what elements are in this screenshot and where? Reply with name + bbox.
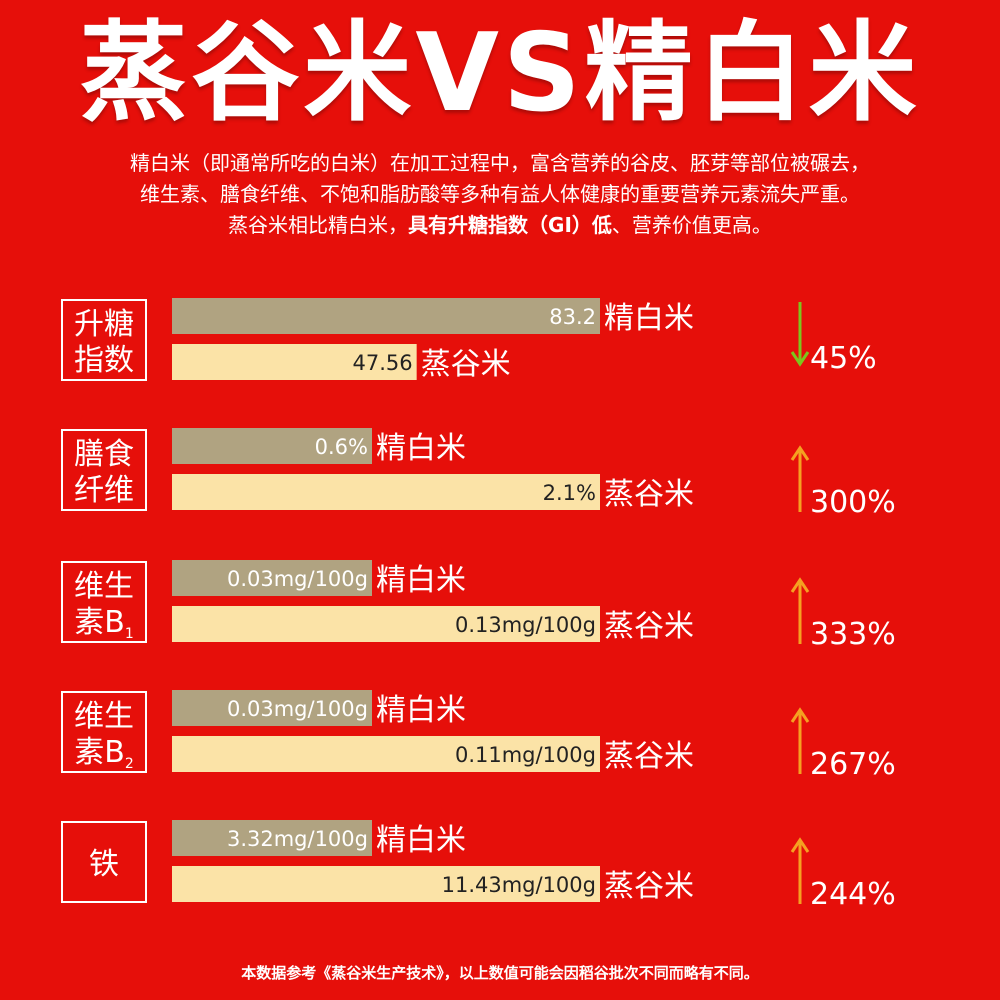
metric-label-subscript: 2 (125, 756, 134, 772)
bar-value-label: 0.13mg/100g (455, 613, 596, 637)
bar-value-label: 3.32mg/100g (227, 827, 368, 851)
metric-label-line: 素B2 (74, 735, 134, 772)
bar-value-label: 0.11mg/100g (455, 743, 596, 767)
bar-value-label: 83.2 (549, 305, 596, 329)
bar-series-label: 蒸谷米 (604, 869, 694, 904)
metric-group: 铁 3.32mg/100g 精白米 11.43mg/100g 蒸谷米 244% (62, 820, 896, 912)
bar-series-label: 精白米 (604, 301, 694, 336)
bar-value-label: 47.56 (353, 351, 413, 375)
bar-series-label: 精白米 (376, 563, 466, 598)
metric-label-line: 升糖 (74, 307, 134, 342)
metric-label-line: 维生 (74, 699, 134, 734)
bar-value-label: 11.43mg/100g (442, 873, 596, 897)
bar-series-label: 精白米 (376, 823, 466, 858)
metric-label-line: 纤维 (74, 473, 134, 508)
metric-group: 膳食纤维 0.6% 精白米 2.1% 蒸谷米 300% (62, 428, 896, 520)
metric-group: 升糖指数 83.2 精白米 47.56 蒸谷米 45% (62, 298, 877, 382)
bar-value-label: 0.03mg/100g (227, 697, 368, 721)
white-rice-bar (172, 298, 600, 334)
metric-label-line: 素B1 (74, 605, 134, 642)
bar-value-label: 2.1% (543, 481, 596, 505)
bar-series-label: 蒸谷米 (604, 739, 694, 774)
metric-label-line: 维生 (74, 569, 134, 604)
parboiled-rice-bar (172, 474, 600, 510)
change-percent: 45% (810, 341, 877, 376)
bar-series-label: 蒸谷米 (604, 609, 694, 644)
bar-series-label: 精白米 (376, 431, 466, 466)
bar-series-label: 精白米 (376, 693, 466, 728)
metric-label-subscript: 1 (125, 626, 134, 642)
bar-series-label: 蒸谷米 (421, 347, 511, 382)
metric-label-line: 指数 (74, 343, 134, 378)
bar-series-label: 蒸谷米 (604, 477, 694, 512)
metric-label-line: 膳食 (74, 437, 134, 472)
change-percent: 333% (810, 617, 896, 652)
bar-value-label: 0.03mg/100g (227, 567, 368, 591)
change-percent: 300% (810, 485, 896, 520)
bar-value-label: 0.6% (315, 435, 368, 459)
metric-label: 铁 (89, 847, 119, 882)
footnote: 本数据参考《蒸谷米生产技术》，以上数值可能会因稻谷批次不同而略有不同。 (0, 962, 1000, 983)
change-percent: 267% (810, 747, 896, 782)
change-percent: 244% (810, 877, 896, 912)
